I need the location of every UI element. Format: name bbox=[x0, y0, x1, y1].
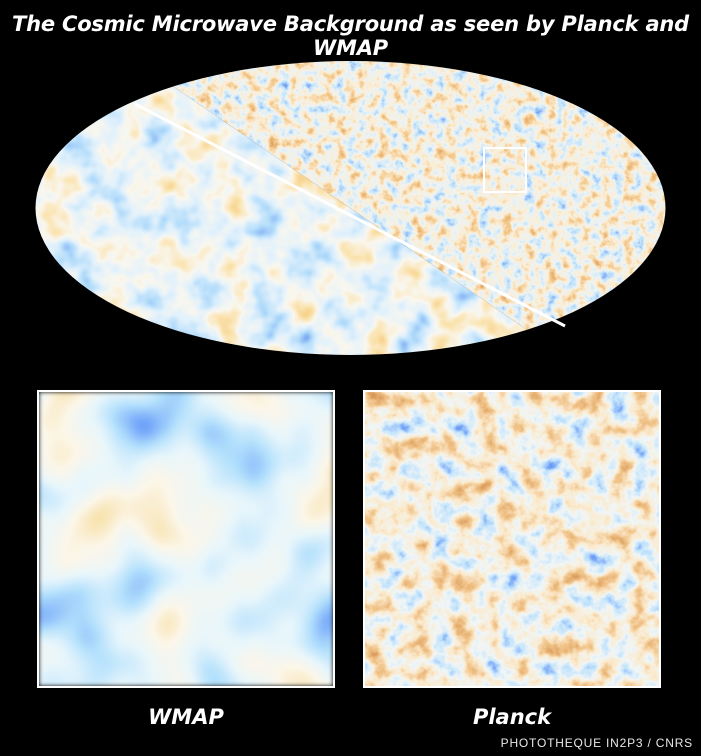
wmap-zoom-texture bbox=[39, 392, 333, 686]
divider-line bbox=[134, 102, 566, 328]
zoom-region-box bbox=[483, 147, 527, 193]
all-sky-map-graphic bbox=[35, 61, 666, 355]
figure-title: The Cosmic Microwave Background as seen … bbox=[11, 12, 690, 60]
wmap-label: WMAP bbox=[148, 705, 224, 729]
photo-credit: PHOTOTHEQUE IN2P3 / CNRS bbox=[500, 736, 693, 750]
planck-zoom-texture bbox=[365, 392, 659, 686]
wmap-zoom-panel bbox=[37, 390, 335, 688]
cmb-all-sky-map bbox=[35, 60, 666, 356]
planck-label: Planck bbox=[472, 705, 552, 729]
planck-zoom-panel bbox=[363, 390, 661, 688]
